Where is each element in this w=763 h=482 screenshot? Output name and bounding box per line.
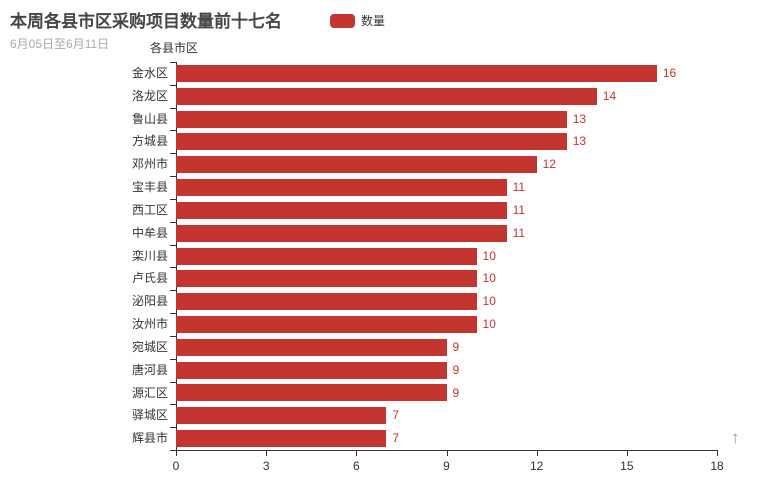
bar-value-label: 10 [482, 294, 496, 309]
bar-value-label: 9 [452, 339, 460, 354]
y-axis-label: 西工区 [131, 202, 168, 217]
y-axis-tick [170, 290, 176, 291]
bar-value-label: 11 [512, 202, 526, 217]
y-axis-tick [170, 108, 176, 109]
y-axis-label: 源汇区 [131, 385, 168, 400]
bar-value-label: 11 [512, 225, 526, 240]
bar[interactable] [176, 110, 567, 128]
y-axis-tick [170, 267, 176, 268]
x-axis-tick-label: 12 [529, 459, 544, 473]
y-axis-tick [170, 176, 176, 177]
bar-value-label: 14 [602, 88, 617, 103]
y-axis-label: 辉县市 [131, 431, 168, 446]
y-axis-tick [170, 153, 176, 154]
y-axis-tick [170, 336, 176, 337]
y-axis-name: 各县市区 [150, 41, 199, 55]
y-axis-label: 宝丰县 [131, 180, 168, 195]
y-axis-tick [170, 404, 176, 405]
bar[interactable] [176, 64, 657, 82]
y-axis-tick [170, 199, 176, 200]
bar[interactable] [176, 430, 387, 448]
x-axis-tick-label: 3 [262, 459, 270, 473]
y-axis-label: 中牟县 [131, 225, 168, 240]
y-axis-label: 鲁山县 [131, 111, 168, 126]
bar[interactable] [176, 293, 477, 311]
bar-value-label: 10 [482, 271, 496, 286]
legend-item[interactable]: 数量 [330, 14, 385, 28]
bar[interactable] [176, 247, 477, 265]
y-axis-label: 栾川县 [131, 248, 168, 263]
bar[interactable] [176, 384, 447, 402]
y-axis-tick [170, 245, 176, 246]
x-axis-tick [717, 451, 718, 456]
y-axis-label: 驿城区 [131, 408, 168, 423]
bar[interactable] [176, 338, 447, 356]
y-axis-tick [170, 222, 176, 223]
x-axis-tick [266, 451, 268, 456]
bar-value-label: 12 [542, 157, 557, 172]
y-axis-tick [170, 130, 176, 131]
y-axis-tick [170, 62, 176, 63]
x-axis-tick [176, 451, 177, 456]
y-axis-label: 卢氏县 [131, 271, 168, 286]
bar-value-label: 10 [482, 317, 496, 332]
x-axis-tick [356, 451, 358, 456]
y-axis-tick [170, 450, 176, 451]
y-axis-label: 宛城区 [131, 339, 168, 354]
y-axis-label: 泌阳县 [131, 294, 168, 309]
legend-swatch-icon [330, 14, 355, 28]
x-axis-tick-label: 18 [710, 459, 724, 473]
y-axis-tick [170, 382, 176, 383]
bar-value-label: 16 [662, 66, 677, 80]
bar[interactable] [176, 179, 507, 197]
chart-title: 本周各县市区采购项目数量前十七名 [10, 12, 282, 31]
bar[interactable] [176, 315, 477, 333]
y-axis-label: 金水区 [131, 66, 168, 80]
y-axis-tick [170, 85, 176, 86]
chart-subtitle: 6月05日至6月11日 [10, 37, 110, 51]
x-axis-tick-label: 15 [620, 459, 634, 473]
x-axis-tick [626, 451, 628, 456]
x-axis-tick-label: 9 [443, 459, 450, 473]
bar[interactable] [176, 407, 387, 425]
x-axis-line [176, 450, 718, 451]
bar[interactable] [176, 133, 567, 151]
plot-area: 16 14 13 13 12 11 11 11 10 10 10 10 9 9 9 7 7 [176, 62, 717, 450]
y-axis-label: 洛龙区 [131, 88, 168, 103]
bar[interactable] [176, 224, 507, 242]
x-axis-tick [446, 451, 448, 456]
bar-value-label: 9 [452, 362, 460, 377]
bar[interactable] [176, 361, 447, 379]
bar-value-label: 10 [482, 248, 496, 263]
bar[interactable] [176, 156, 537, 174]
y-axis-label: 汝州市 [131, 317, 168, 332]
bar[interactable] [176, 270, 477, 288]
bar[interactable] [176, 87, 597, 105]
y-axis-label: 唐河县 [131, 362, 168, 377]
bar-value-label: 11 [512, 180, 526, 195]
bar-value-label: 9 [452, 385, 460, 400]
y-axis-label: 邓州市 [131, 157, 168, 172]
x-axis-tick [536, 451, 538, 456]
bar-value-label: 7 [392, 408, 400, 423]
axis-arrow-icon: ↑ [731, 428, 740, 447]
y-axis-label: 方城县 [131, 134, 168, 149]
y-axis-tick [170, 427, 176, 428]
bar-value-label: 13 [572, 134, 587, 149]
y-axis-tick [170, 359, 176, 360]
bar-value-label: 13 [572, 111, 587, 126]
y-axis-tick [170, 313, 176, 314]
x-axis-tick-label: 0 [172, 459, 180, 473]
legend-label: 数量 [361, 14, 386, 28]
x-axis-tick-label: 6 [352, 459, 360, 473]
bar[interactable] [176, 201, 507, 219]
bar-value-label: 7 [392, 431, 400, 446]
